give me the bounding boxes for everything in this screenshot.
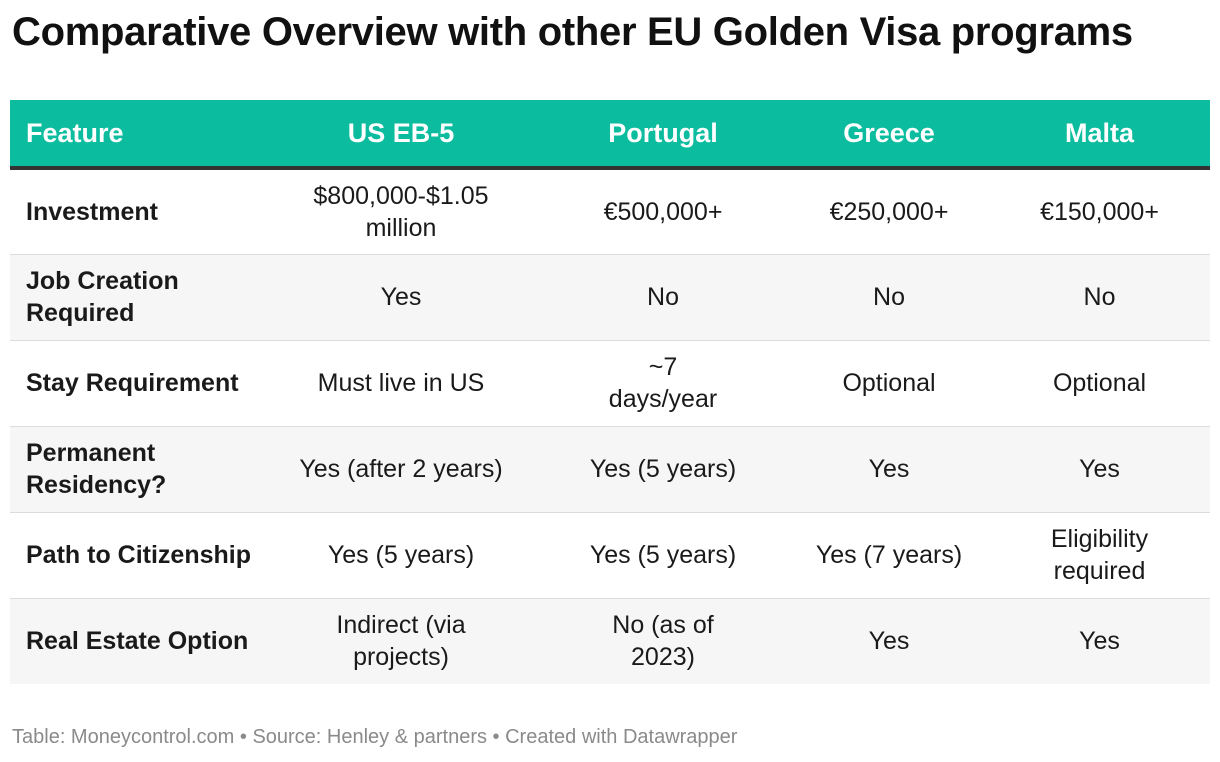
table-cell: No [537, 254, 789, 341]
column-header-feature: Feature [10, 100, 265, 170]
row-label: Job Creation Required [10, 254, 265, 341]
table-cell: Yes (5 years) [265, 512, 537, 599]
table-cell: Yes (7 years) [789, 512, 989, 599]
table-row: Job Creation Required Yes No No No [10, 254, 1210, 341]
footer-credits: Table: Moneycontrol.com • Source: Henley… [12, 726, 738, 748]
cell-text: $800,000-$1.05 million [313, 181, 489, 242]
table-cell: Yes (5 years) [537, 512, 789, 599]
table-cell: Yes [868, 627, 910, 656]
column-header-us-eb5: US EB-5 [265, 100, 537, 170]
row-label: Stay Requirement [10, 340, 265, 427]
table-header-row: Feature US EB-5 Portugal Greece Malta [10, 100, 1210, 170]
table-cell: ~7 days/year [537, 340, 789, 427]
table-cell: Eligibility required [989, 512, 1210, 599]
table-cell: $800,000-$1.05 million [265, 168, 537, 255]
cell-text: Indirect (via projects) [336, 611, 466, 672]
table-cell: Yes [1079, 627, 1120, 656]
row-label: Permanent Residency? [10, 426, 265, 513]
comparison-table: Feature US EB-5 Portugal Greece Malta In… [10, 100, 1210, 684]
table-cell: No (as of 2023) [537, 598, 789, 684]
table-cell: €150,000+ [989, 168, 1210, 255]
cell-text: No (as of 2023) [612, 611, 714, 672]
table-row: Investment $800,000-$1.05 million €500,0… [10, 168, 1210, 255]
table-cell: No [989, 254, 1210, 341]
table-cell: €250,000+ [789, 168, 989, 255]
table-cell: Optional [989, 340, 1210, 427]
table-cell: Yes (after 2 years) [265, 426, 537, 513]
cell-text: Eligibility required [1050, 525, 1149, 585]
table-cell: Yes [989, 426, 1210, 513]
column-header-greece: Greece [789, 100, 989, 170]
table-cell: Indirect (via projects) [265, 598, 537, 684]
table-cell: Yes [789, 426, 989, 513]
table-row: Stay Requirement Must live in US ~7 days… [10, 340, 1210, 427]
column-header-malta: Malta [989, 100, 1210, 170]
table-cell: Yes [265, 254, 537, 341]
cell-text: ~7 days/year [608, 353, 718, 413]
table-cell: Yes (5 years) [537, 426, 789, 513]
chart-title: Comparative Overview with other EU Golde… [12, 10, 1133, 54]
row-label: Investment [10, 168, 265, 255]
table-cell: €500,000+ [537, 168, 789, 255]
row-label: Path to Citizenship [10, 512, 265, 599]
table-row: Real Estate Option Indirect (via project… [10, 598, 1210, 684]
table-row: Permanent Residency? Yes (after 2 years)… [10, 426, 1210, 513]
table-cell: No [789, 254, 989, 341]
column-header-portugal: Portugal [537, 100, 789, 170]
table-cell: Optional [789, 340, 989, 427]
table-row: Path to Citizenship Yes (5 years) Yes (5… [10, 512, 1210, 599]
row-label: Real Estate Option [26, 627, 249, 656]
table-cell: Must live in US [265, 340, 537, 427]
